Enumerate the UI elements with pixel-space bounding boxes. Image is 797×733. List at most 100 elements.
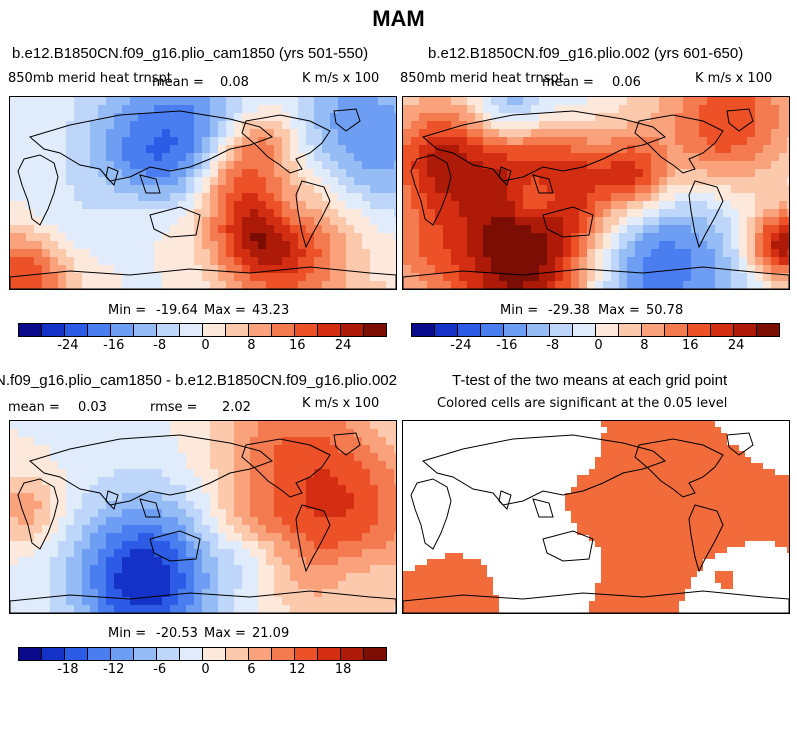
panel3-colorbar-tick-label: 0	[201, 662, 210, 677]
panel2-units: K m/s x 100	[695, 71, 773, 86]
panel2-colorbar	[411, 323, 780, 337]
main-title: MAM	[372, 6, 425, 31]
panel1-colorbar-swatch	[88, 324, 111, 336]
panel1-variable: 850mb merid heat trnspt	[8, 71, 172, 86]
panel2-title: b.e12.B1850CN.f09_g16.plio.002 (yrs 601-…	[428, 45, 744, 62]
panel1-colorbar-swatch	[364, 324, 386, 336]
panel4-map-coastlines	[403, 432, 789, 613]
panel1-colorbar-swatch	[295, 324, 318, 336]
panel1-title: b.e12.B1850CN.f09_g16.plio_cam1850 (yrs …	[12, 45, 369, 62]
panel3-max-value: 21.09	[252, 626, 290, 641]
panel1-colorbar-tick-label: 16	[288, 338, 306, 353]
panel2-max-label: Max =	[598, 303, 640, 318]
panel2-colorbar-swatch	[527, 324, 550, 336]
panel2-max-value: 50.78	[646, 303, 684, 318]
panel2-colorbar-swatch	[757, 324, 779, 336]
panel2-colorbar-swatch	[665, 324, 688, 336]
panel1-colorbar-swatch	[226, 324, 249, 336]
panel3-title: b.e12.B1850CN.f09_g16.plio_cam1850 - b.e…	[0, 372, 397, 389]
panel2-variable: 850mb merid heat trnspt	[400, 71, 564, 86]
panel3-rmse-value: 2.02	[222, 400, 251, 415]
panel2-colorbar-swatch	[711, 324, 734, 336]
panel2-min-value: -29.38	[548, 303, 590, 318]
panel1-colorbar-swatch	[341, 324, 364, 336]
panel1-colorbar-swatch	[180, 324, 203, 336]
panel4-map-significant-cells	[403, 421, 789, 613]
panel1-colorbar-swatch	[318, 324, 341, 336]
panel2-colorbar-tick-label: -16	[496, 338, 518, 353]
panel2-map-coastlines	[403, 108, 789, 289]
panel1-colorbar-tick-label: 24	[334, 338, 352, 353]
panel3-colorbar-tick-label: 12	[288, 662, 306, 677]
panel3-colorbar-tick-label: -18	[57, 662, 79, 677]
panel3-colorbar-tick-label: -6	[153, 662, 167, 677]
panel3-colorbar-swatch	[42, 648, 65, 660]
panel3-colorbar-swatch	[65, 648, 88, 660]
panel2-colorbar-swatch	[573, 324, 596, 336]
panel3-mean-label: mean =	[8, 400, 60, 415]
panel2-colorbar-tick-label: -24	[450, 338, 472, 353]
panel1-map-svg	[10, 97, 396, 289]
panel1-mean-value: 0.08	[220, 75, 249, 90]
panel4-map-svg	[403, 421, 789, 613]
panel2-map	[402, 96, 790, 290]
panel3-colorbar-swatch	[318, 648, 341, 660]
panel1-colorbar-swatch	[19, 324, 42, 336]
panel3-map-coastlines	[10, 432, 396, 613]
panel2-colorbar-tick-label: 24	[727, 338, 745, 353]
panel1-map-coastlines	[10, 108, 396, 289]
panel2-map-field	[403, 97, 789, 289]
panel1-colorbar-swatch	[134, 324, 157, 336]
panel2-colorbar-swatch	[412, 324, 435, 336]
panel2-mean-label: mean =	[542, 75, 594, 90]
panel1-colorbar-swatch	[42, 324, 65, 336]
panel2-colorbar-swatch	[504, 324, 527, 336]
panel3-map-field	[10, 421, 396, 613]
panel2-min-label: Min =	[500, 303, 539, 318]
panel1-colorbar-tick-label: -8	[153, 338, 167, 353]
panel1-colorbar	[18, 323, 387, 337]
panel3-colorbar-swatch	[249, 648, 272, 660]
panel2-colorbar-swatch	[619, 324, 642, 336]
panel2-colorbar-swatch	[435, 324, 458, 336]
panel2-colorbar-tick-label: 16	[681, 338, 699, 353]
panel1-min-value: -19.64	[156, 303, 198, 318]
panel3-max-label: Max =	[204, 626, 246, 641]
panel3-colorbar-swatch	[157, 648, 180, 660]
panel1-colorbar-swatch	[272, 324, 295, 336]
panel1-colorbar-tick-label: -16	[103, 338, 125, 353]
panel3-colorbar-tick-label: -12	[103, 662, 125, 677]
panel4-map	[402, 420, 790, 614]
panel2-colorbar-swatch	[688, 324, 711, 336]
panel3-colorbar-swatch	[272, 648, 295, 660]
panel1-map	[9, 96, 397, 290]
panel3-colorbar-swatch	[295, 648, 318, 660]
panel1-max-label: Max =	[204, 303, 246, 318]
panel1-colorbar-swatch	[65, 324, 88, 336]
panel3-map-svg	[10, 421, 396, 613]
panel1-map-field	[10, 97, 396, 289]
panel1-mean-label: mean =	[152, 75, 204, 90]
panel1-min-label: Min =	[108, 303, 147, 318]
panel3-min-label: Min =	[108, 626, 147, 641]
panel3-colorbar	[18, 647, 387, 661]
panel1-units: K m/s x 100	[302, 71, 380, 86]
panel3-colorbar-swatch	[226, 648, 249, 660]
panel1-colorbar-tick-label: 8	[247, 338, 256, 353]
panel1-colorbar-tick-label: 0	[201, 338, 210, 353]
panel1-colorbar-swatch	[203, 324, 226, 336]
panel3-colorbar-swatch	[111, 648, 134, 660]
panel4-note: Colored cells are significant at the 0.0…	[437, 396, 728, 411]
panel3-colorbar-swatch	[134, 648, 157, 660]
panel3-colorbar-swatch	[364, 648, 386, 660]
panel2-colorbar-swatch	[642, 324, 665, 336]
panel3-min-value: -20.53	[156, 626, 198, 641]
panel2-mean-value: 0.06	[612, 75, 641, 90]
panel1-colorbar-tick-label: -24	[57, 338, 79, 353]
panel2-colorbar-swatch	[734, 324, 757, 336]
panel1-colorbar-swatch	[249, 324, 272, 336]
panel1-colorbar-swatch	[157, 324, 180, 336]
panel2-colorbar-tick-label: 8	[640, 338, 649, 353]
panel2-colorbar-swatch	[458, 324, 481, 336]
panel3-colorbar-swatch	[19, 648, 42, 660]
